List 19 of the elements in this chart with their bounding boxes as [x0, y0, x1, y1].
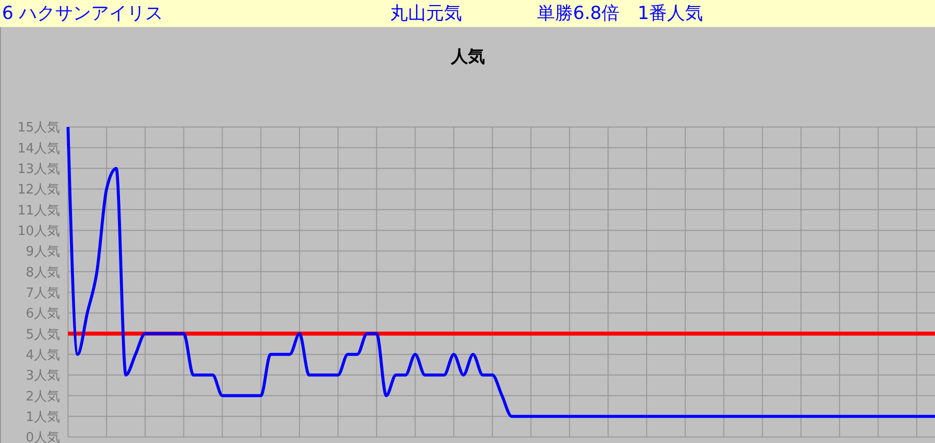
text: 単勝6.8倍 1番人気 — [537, 2, 704, 26]
y-tick-label: 12人気 — [17, 182, 60, 198]
y-tick-label: 14人気 — [17, 141, 60, 156]
y-tick-label: 3人気 — [26, 368, 60, 384]
y-tick-label: 10人気 — [17, 224, 60, 239]
y-tick-label: 15人気 — [17, 120, 60, 136]
y-tick-label: 4人気 — [26, 348, 60, 363]
y-tick-label: 11人気 — [17, 203, 60, 218]
y-tick-label: 2人気 — [26, 389, 60, 404]
y-tick-label: 9人気 — [26, 244, 60, 260]
y-tick-label: 1人気 — [26, 410, 60, 425]
y-tick-label: 5人気 — [26, 327, 60, 342]
y-tick-label: 7人気 — [26, 286, 60, 301]
y-tick-label: 8人気 — [26, 265, 60, 280]
y-tick-label: 6人気 — [26, 306, 60, 322]
text: 丸山元気 — [390, 2, 462, 26]
text: 6 ハクサンアイリス — [2, 2, 164, 26]
y-tick-label: 13人気 — [17, 162, 60, 177]
chart-title: 人気 — [450, 46, 486, 68]
